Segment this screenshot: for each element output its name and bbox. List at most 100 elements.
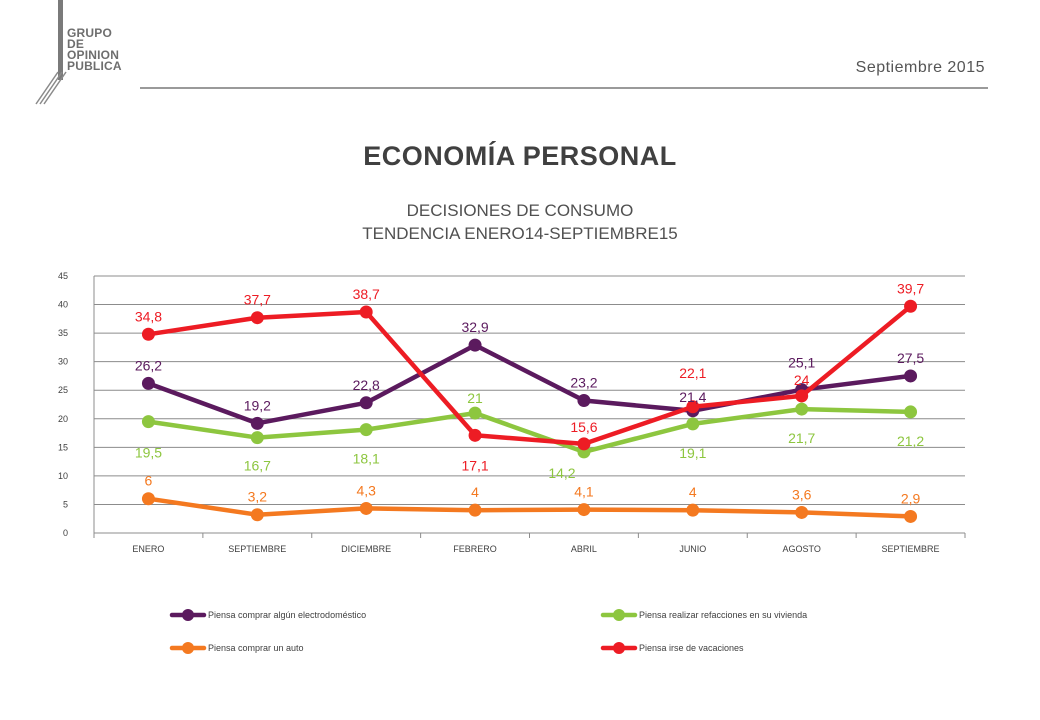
data-label: 3,6 <box>792 486 812 502</box>
data-point <box>141 327 155 341</box>
data-point <box>468 428 482 442</box>
data-label: 14,2 <box>548 465 575 481</box>
data-point <box>359 305 373 319</box>
y-tick-label: 0 <box>63 528 68 538</box>
legend-swatch-marker <box>182 609 194 621</box>
data-label: 19,2 <box>244 397 271 413</box>
chart-subtitle-line-1: DECISIONES DE CONSUMO <box>406 201 634 220</box>
legend-label: Piensa comprar algún electrodoméstico <box>208 610 366 620</box>
logo-line: DE <box>67 37 85 51</box>
data-label: 4 <box>689 484 697 500</box>
logo-line: GRUPO <box>67 26 113 40</box>
series-line <box>146 304 913 447</box>
x-tick-label: FEBRERO <box>453 544 497 554</box>
data-label: 23,2 <box>570 375 597 391</box>
data-label: 37,7 <box>244 292 271 308</box>
legend-swatch-marker <box>613 609 625 621</box>
data-label: 6 <box>145 473 153 489</box>
data-point <box>795 389 809 403</box>
data-point <box>686 503 700 517</box>
data-label: 34,8 <box>135 308 162 324</box>
data-label: 4,1 <box>574 484 594 500</box>
x-tick-label: AGOSTO <box>783 544 821 554</box>
legend-label: Piensa realizar refacciones en su vivien… <box>639 610 807 620</box>
data-point <box>686 417 700 431</box>
y-tick-label: 20 <box>58 414 68 424</box>
page-title: ECONOMÍA PERSONAL <box>363 141 677 171</box>
data-label: 22,1 <box>679 365 706 381</box>
data-point <box>468 338 482 352</box>
logo-graphic <box>35 0 67 105</box>
data-label: 26,2 <box>135 357 162 373</box>
x-tick-label: ABRIL <box>571 544 597 554</box>
data-point <box>141 415 155 429</box>
data-label: 4 <box>471 484 479 500</box>
y-tick-label: 10 <box>58 471 68 481</box>
x-tick-label: SEPTIEMBRE <box>228 544 286 554</box>
data-point <box>577 394 591 408</box>
y-tick-label: 30 <box>58 357 68 367</box>
data-label: 19,1 <box>679 445 706 461</box>
data-label: 17,1 <box>461 457 488 473</box>
header-date: Septiembre 2015 <box>855 59 985 76</box>
y-tick-label: 40 <box>58 300 68 310</box>
data-point <box>904 299 918 313</box>
data-label: 15,6 <box>570 419 597 435</box>
legend-label: Piensa irse de vacaciones <box>639 643 744 653</box>
data-label: 18,1 <box>353 451 380 467</box>
chart-subtitle-line-2: TENDENCIA ENERO14-SEPTIEMBRE15 <box>362 224 678 243</box>
data-point <box>468 406 482 420</box>
header-divider <box>140 87 988 89</box>
data-point <box>577 503 591 517</box>
data-point <box>250 416 264 430</box>
data-point <box>904 509 918 523</box>
data-point <box>141 492 155 506</box>
data-point <box>250 431 264 445</box>
data-label: 16,7 <box>244 458 271 474</box>
data-label: 3,2 <box>248 489 268 505</box>
data-point <box>250 508 264 522</box>
data-label: 22,8 <box>353 377 380 393</box>
legend-swatch-marker <box>182 642 194 654</box>
data-label: 21 <box>467 390 483 406</box>
data-label: 24 <box>794 372 810 388</box>
data-label: 38,7 <box>353 286 380 302</box>
series-line <box>146 406 913 455</box>
series-line <box>146 342 913 426</box>
data-point <box>250 311 264 325</box>
legend-swatch-marker <box>613 642 625 654</box>
x-tick-label: JUNIO <box>679 544 706 554</box>
data-label: 21,4 <box>679 389 706 405</box>
data-point <box>359 423 373 437</box>
data-label: 39,7 <box>897 280 924 296</box>
x-tick-label: SEPTIEMBRE <box>882 544 940 554</box>
data-label: 2,9 <box>901 490 921 506</box>
data-point <box>359 396 373 410</box>
data-point <box>359 501 373 515</box>
y-tick-label: 35 <box>58 328 68 338</box>
data-label: 4,3 <box>356 482 376 498</box>
data-point <box>904 405 918 419</box>
legend-label: Piensa comprar un auto <box>208 643 304 653</box>
series-line <box>146 496 913 519</box>
data-point <box>686 400 700 414</box>
data-point <box>141 376 155 390</box>
y-tick-label: 45 <box>58 271 68 281</box>
data-point <box>795 505 809 519</box>
data-label: 19,5 <box>135 445 162 461</box>
data-label: 21,7 <box>788 430 815 446</box>
data-point <box>904 369 918 383</box>
data-label: 25,1 <box>788 355 815 371</box>
data-label: 32,9 <box>461 319 488 335</box>
logo-line: PUBLICA <box>67 59 122 73</box>
data-point <box>577 437 591 451</box>
data-point <box>795 402 809 416</box>
x-tick-label: ENERO <box>132 544 164 554</box>
data-point <box>468 503 482 517</box>
y-tick-label: 5 <box>63 499 68 509</box>
logo-line: OPINION <box>67 48 120 62</box>
y-tick-label: 15 <box>58 442 68 452</box>
data-label: 21,2 <box>897 433 924 449</box>
y-tick-label: 25 <box>58 385 68 395</box>
